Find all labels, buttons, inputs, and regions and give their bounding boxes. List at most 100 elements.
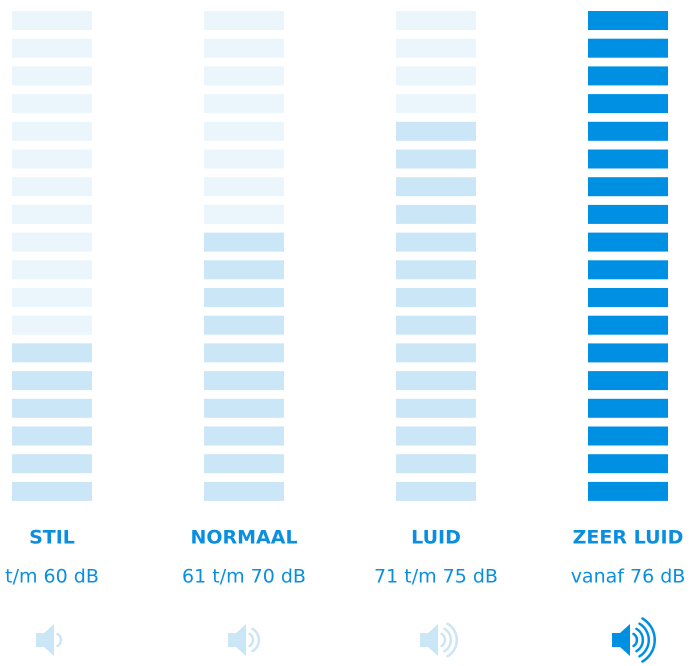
segment: [396, 398, 476, 418]
segment: [396, 66, 476, 86]
level-range: 71 t/m 75 dB: [374, 566, 498, 588]
level-range: t/m 60 dB: [5, 566, 99, 588]
speaker-icon: [36, 624, 63, 656]
segment: [396, 343, 476, 363]
segment: [396, 94, 476, 114]
segment: [204, 398, 284, 418]
segment: [588, 371, 668, 391]
level-column: LUID 71 t/m 75 dB: [374, 11, 498, 658]
segment: [588, 177, 668, 197]
segment: [204, 38, 284, 58]
segment: [588, 343, 668, 363]
segment: [588, 149, 668, 169]
speaker-icon: [228, 624, 261, 656]
segment: [204, 343, 284, 363]
segment: [12, 371, 92, 391]
segment: [588, 204, 668, 224]
segment: [588, 121, 668, 141]
segment: [12, 398, 92, 418]
segment: [396, 315, 476, 335]
level-range: vanaf 76 dB: [571, 566, 686, 588]
segment: [12, 481, 92, 501]
sound-wave: [248, 632, 255, 648]
segment: [204, 315, 284, 335]
segment: [204, 149, 284, 169]
segment: [396, 426, 476, 446]
sound-wave: [635, 627, 645, 653]
segment: [588, 11, 668, 30]
speaker-cone: [236, 624, 246, 656]
segment: [588, 315, 668, 335]
level-column: NORMAAL 61 t/m 70 dB: [182, 11, 306, 656]
speaker-icon: [420, 622, 458, 658]
segment: [204, 232, 284, 252]
segment: [204, 121, 284, 141]
segment: [12, 260, 92, 280]
level-column: STIL t/m 60 dB: [5, 11, 99, 656]
segment: [12, 454, 92, 474]
segment: [12, 94, 92, 114]
segment: [588, 288, 668, 307]
speaker-body: [228, 633, 236, 647]
speaker-body: [36, 633, 44, 647]
segment: [588, 426, 668, 446]
segment: [12, 38, 92, 58]
sound-wave: [440, 632, 447, 648]
sound-wave: [632, 632, 639, 648]
sound-wave: [641, 617, 656, 663]
sound-wave: [638, 622, 650, 658]
segment: [12, 11, 92, 30]
segment: [396, 288, 476, 307]
segment: [588, 260, 668, 280]
level-range: 61 t/m 70 dB: [182, 566, 306, 588]
segment: [12, 288, 92, 307]
segment: [396, 232, 476, 252]
sound-wave: [443, 627, 453, 653]
segment: [12, 149, 92, 169]
segment: [12, 232, 92, 252]
segment: [588, 481, 668, 501]
segment: [204, 11, 284, 30]
segment: [396, 481, 476, 501]
segment: [204, 94, 284, 114]
segment: [12, 343, 92, 363]
segment: [396, 11, 476, 30]
sound-wave: [446, 622, 458, 658]
segment: [396, 121, 476, 141]
speaker-body: [420, 633, 428, 647]
segment: [204, 66, 284, 86]
segment: [204, 204, 284, 224]
segment: [204, 426, 284, 446]
segment: [396, 260, 476, 280]
segment: [204, 454, 284, 474]
segment: [12, 121, 92, 141]
segment: [396, 38, 476, 58]
level-name: LUID: [411, 527, 461, 549]
segment: [588, 398, 668, 418]
segment: [12, 177, 92, 197]
segment: [204, 177, 284, 197]
speaker-cone: [44, 624, 54, 656]
segment: [396, 177, 476, 197]
segment: [588, 94, 668, 114]
segment: [204, 288, 284, 307]
segment: [588, 232, 668, 252]
segment: [204, 481, 284, 501]
segment: [396, 371, 476, 391]
level-name: NORMAAL: [190, 527, 297, 549]
segment: [396, 204, 476, 224]
segment: [588, 66, 668, 86]
level-column: ZEER LUID vanaf 76 dB: [571, 11, 686, 663]
segment: [204, 371, 284, 391]
sound-wave: [56, 632, 63, 648]
segment: [396, 454, 476, 474]
segment: [12, 204, 92, 224]
segment: [12, 66, 92, 86]
speaker-cone: [428, 624, 438, 656]
speaker-body: [612, 633, 620, 647]
sound-wave: [251, 627, 261, 653]
level-name: STIL: [29, 527, 75, 549]
segment: [12, 315, 92, 335]
speaker-icon: [612, 617, 656, 663]
